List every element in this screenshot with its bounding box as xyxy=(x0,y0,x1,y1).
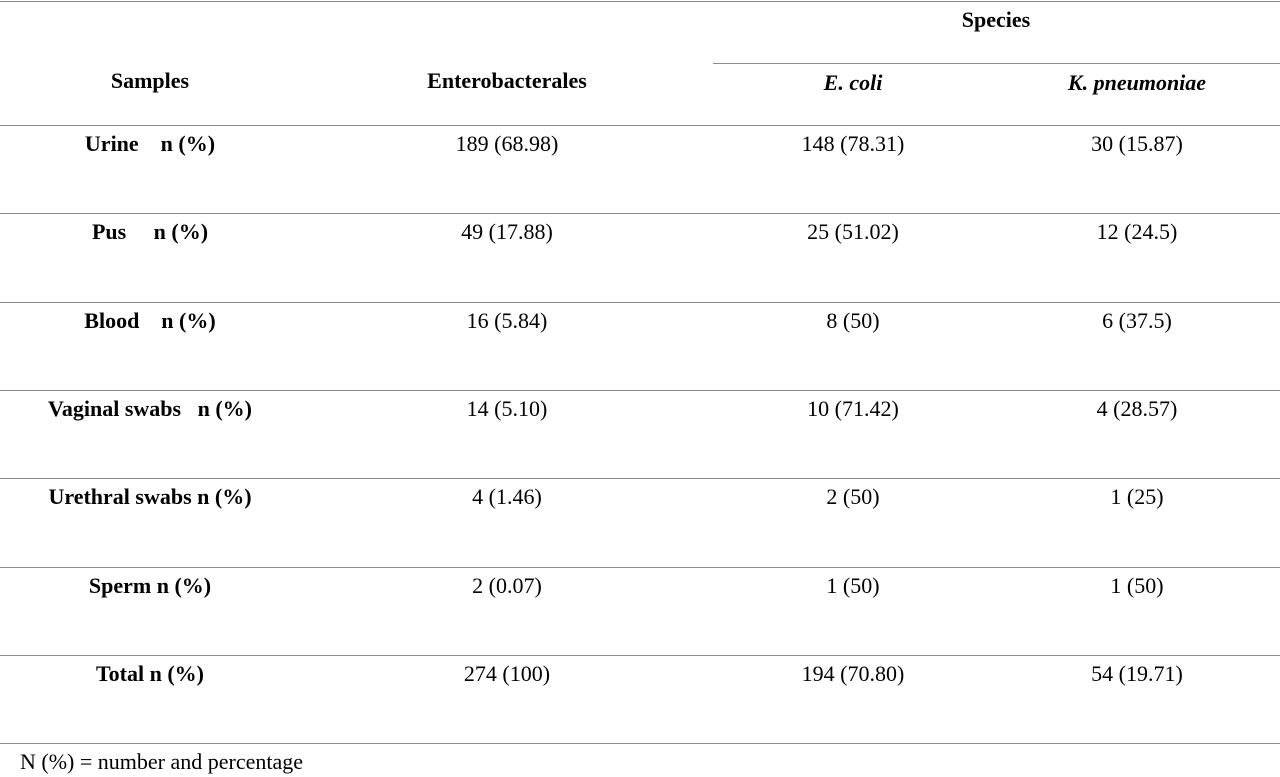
row-label: Blood n (%) xyxy=(84,308,216,333)
cell-kpneumoniae: 54 (19.71) xyxy=(1091,661,1183,686)
cell-kpneumoniae: 1 (50) xyxy=(1110,573,1164,598)
top-rule xyxy=(0,1,1280,2)
cell-enterobacterales: 189 (68.98) xyxy=(455,131,559,156)
cell-enterobacterales: 4 (1.46) xyxy=(472,484,542,509)
species-rule xyxy=(713,63,1280,64)
cell-kpneumoniae: 12 (24.5) xyxy=(1096,219,1178,244)
cell-ecoli: 1 (50) xyxy=(826,573,880,598)
row-rule xyxy=(0,655,1280,656)
cell-ecoli: 194 (70.80) xyxy=(801,661,905,686)
cell-ecoli: 2 (50) xyxy=(826,484,880,509)
row-rule xyxy=(0,302,1280,303)
row-rule xyxy=(0,213,1280,214)
cell-ecoli: 10 (71.42) xyxy=(807,396,899,421)
row-label: Sperm n (%) xyxy=(88,573,212,598)
cell-kpneumoniae: 1 (25) xyxy=(1110,484,1164,509)
cell-enterobacterales: 14 (5.10) xyxy=(466,396,548,421)
row-label: Urine n (%) xyxy=(84,131,216,156)
header-samples: Samples xyxy=(110,68,190,93)
row-label: Urethral swabs n (%) xyxy=(48,484,252,509)
header-species: Species xyxy=(961,7,1031,32)
cell-enterobacterales: 274 (100) xyxy=(463,661,551,686)
cell-enterobacterales: 49 (17.88) xyxy=(461,219,553,244)
row-rule xyxy=(0,390,1280,391)
header-ecoli: E. coli xyxy=(823,70,883,95)
cell-enterobacterales: 2 (0.07) xyxy=(472,573,542,598)
header-enterobacterales: Enterobacterales xyxy=(427,68,587,93)
header-kpneumoniae: K. pneumoniae xyxy=(1067,70,1207,95)
cell-enterobacterales: 16 (5.84) xyxy=(466,308,548,333)
row-label: Pus n (%) xyxy=(91,219,209,244)
cell-ecoli: 148 (78.31) xyxy=(801,131,905,156)
cell-kpneumoniae: 30 (15.87) xyxy=(1091,131,1183,156)
bottom-rule xyxy=(0,743,1280,744)
header-rule xyxy=(0,125,1280,126)
cell-ecoli: 8 (50) xyxy=(826,308,880,333)
row-label: Total n (%) xyxy=(96,661,204,686)
cell-ecoli: 25 (51.02) xyxy=(807,219,899,244)
row-rule xyxy=(0,478,1280,479)
cell-kpneumoniae: 6 (37.5) xyxy=(1102,308,1172,333)
row-rule xyxy=(0,567,1280,568)
footnote: N (%) = number and percentage xyxy=(20,749,304,774)
cell-kpneumoniae: 4 (28.57) xyxy=(1096,396,1178,421)
row-label: Vaginal swabs n (%) xyxy=(48,396,252,421)
